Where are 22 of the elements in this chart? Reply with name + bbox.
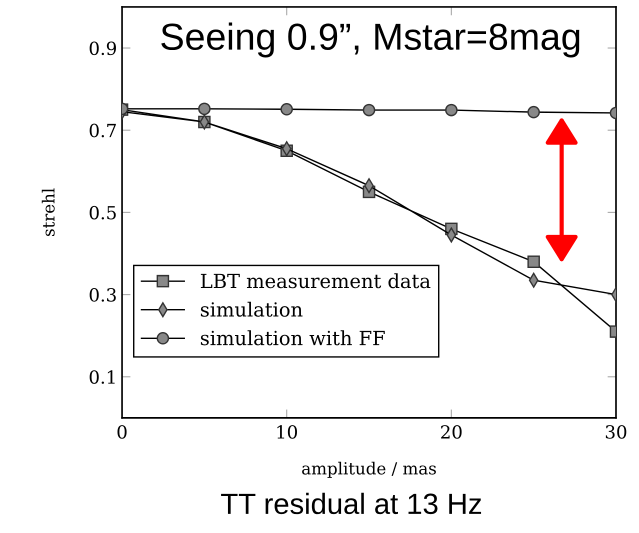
point — [362, 104, 376, 116]
point — [280, 103, 293, 116]
x-axis-title: amplitude / mas — [302, 462, 436, 478]
y-tick-label: 0.1 — [90, 370, 115, 384]
x-tick-label: 20 — [441, 425, 462, 439]
point — [198, 102, 211, 116]
y-tick-label: 0.7 — [90, 124, 116, 138]
x-tick-label: 0 — [117, 425, 127, 439]
point — [445, 104, 458, 116]
chart-title: Seeing 0.9”, Mstar=8mag — [161, 22, 580, 58]
x-tick-label: 30 — [606, 425, 626, 439]
text: TT residual at 13 Hz — [221, 492, 482, 514]
legend-label: simulation with FF — [200, 330, 385, 346]
y-tick-label: 0.3 — [90, 288, 116, 302]
point — [527, 106, 540, 118]
y-axis-title: strehl — [42, 188, 55, 236]
point — [527, 255, 540, 268]
legend-label: LBT measurement data — [200, 273, 430, 288]
y-tick-label: 0.9 — [90, 41, 116, 56]
x-tick-label: 10 — [277, 425, 297, 439]
y-tick-label: 0.5 — [90, 206, 116, 220]
legend-label: simulation — [200, 302, 303, 317]
